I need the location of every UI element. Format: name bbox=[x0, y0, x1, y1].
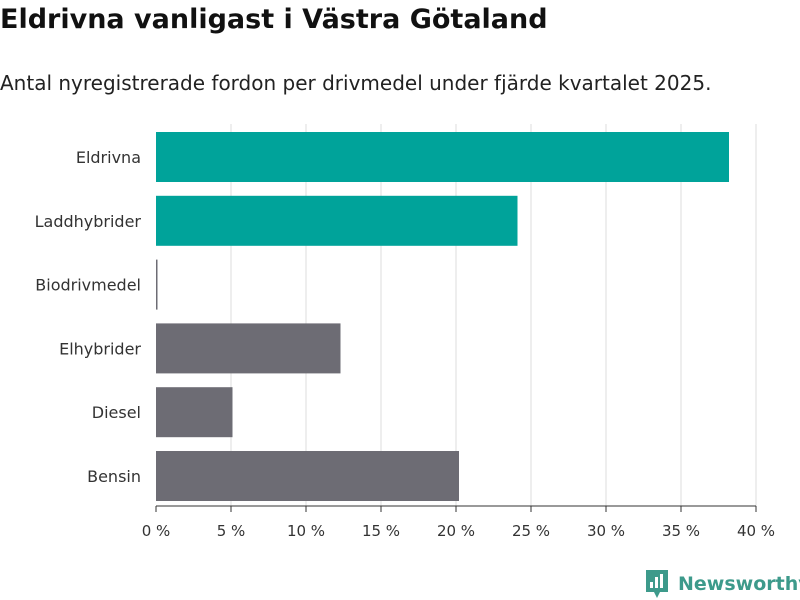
bar bbox=[156, 132, 729, 182]
bar-chart: 0 % 5 % 10 % 15 % 20 % 25 % 30 % 35 % 40 % Eldriv… bbox=[35, 124, 775, 540]
category-label: Eldrivna bbox=[76, 148, 141, 167]
x-tick-label: 30 % bbox=[587, 522, 625, 540]
chart-title: Eldrivna vanligast i Västra Götaland bbox=[0, 4, 548, 35]
x-tick-label: 15 % bbox=[362, 522, 400, 540]
x-tick-label: 0 % bbox=[142, 522, 171, 540]
x-tick-label: 25 % bbox=[512, 522, 550, 540]
category-label: Elhybrider bbox=[59, 339, 141, 358]
brand-name: Newsworthy bbox=[678, 573, 800, 595]
x-tick-label: 10 % bbox=[287, 522, 325, 540]
brand-logo: Newsworthy bbox=[644, 569, 800, 599]
bar bbox=[156, 451, 459, 501]
category-label: Laddhybrider bbox=[35, 212, 142, 231]
bar bbox=[156, 259, 158, 310]
x-tick-label: 5 % bbox=[217, 522, 246, 540]
newsworthy-logo-icon bbox=[646, 570, 668, 598]
bar bbox=[156, 387, 233, 438]
bar bbox=[156, 195, 518, 246]
category-label: Diesel bbox=[92, 403, 141, 422]
category-label: Bensin bbox=[87, 467, 141, 486]
chart-subtitle: Antal nyregistrerade fordon per drivmede… bbox=[0, 71, 712, 95]
x-tick-label: 20 % bbox=[437, 522, 475, 540]
bar bbox=[156, 323, 341, 374]
x-tick-label: 35 % bbox=[662, 522, 700, 540]
x-tick-label: 40 % bbox=[737, 522, 775, 540]
category-label: Biodrivmedel bbox=[35, 276, 141, 295]
